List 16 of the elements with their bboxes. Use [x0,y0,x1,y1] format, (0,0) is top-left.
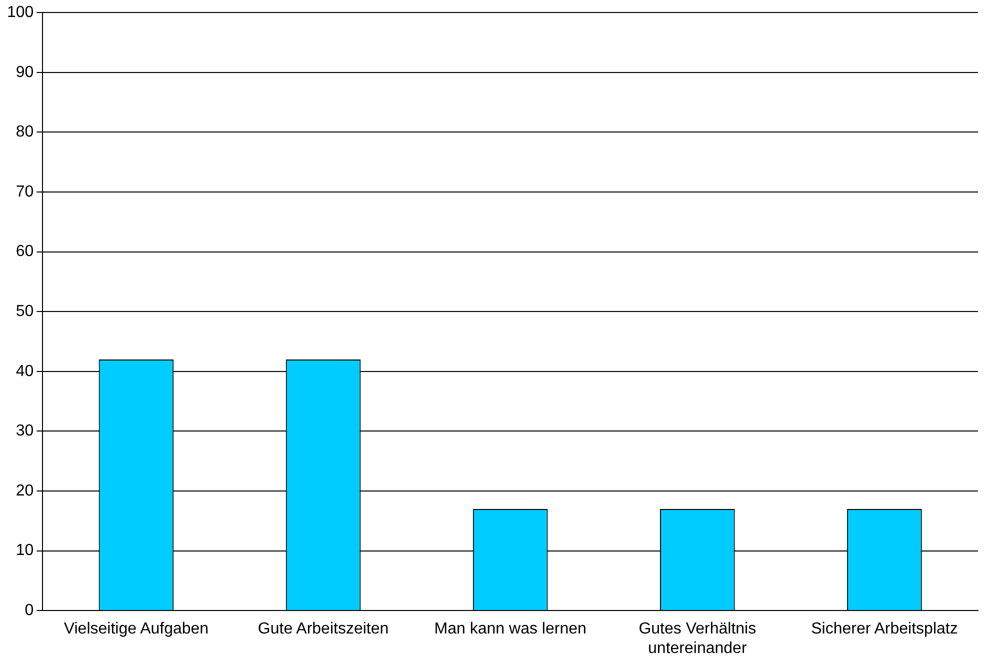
y-tick-label: 80 [16,124,34,141]
x-tick-label: Sicherer Arbeitsplatz [811,620,958,638]
y-tick-label: 90 [16,64,34,81]
y-tick-label: 30 [16,422,34,440]
y-tick-label: 50 [16,303,34,320]
y-tick-label: 0 [24,602,34,620]
y-tick-label: 70 [16,183,34,200]
x-tick-label: Vielseitige Aufgaben [64,620,209,638]
y-tick-label: 60 [16,243,34,260]
y-tick-label: 40 [16,362,34,380]
x-tick-label: Gutes Verhältnis untereinander [638,620,756,657]
y-tick-label: 20 [16,482,34,500]
x-tick-label: Gute Arbeitszeiten [258,620,389,638]
x-tick-label: Man kann was lernen [434,620,586,638]
y-tick-label: 100 [6,4,34,22]
y-tick-label: 10 [16,542,34,560]
